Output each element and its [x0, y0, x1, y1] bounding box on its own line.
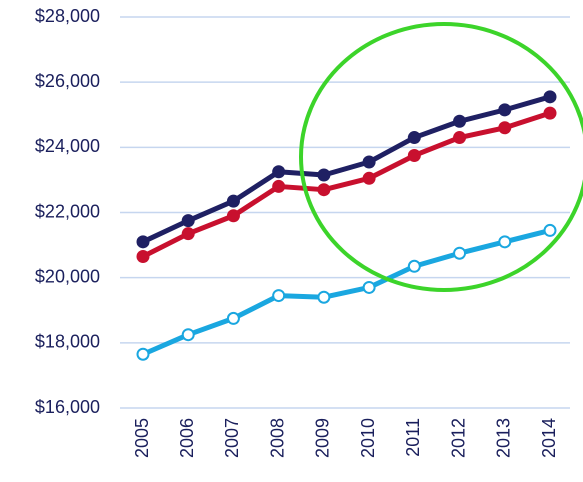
point [226, 194, 240, 208]
point [317, 290, 331, 304]
x-tick-label: 2014 [539, 418, 559, 458]
y-tick-label: $22,000 [35, 201, 100, 221]
point [453, 114, 467, 128]
point [407, 148, 421, 162]
highlight-ellipse [299, 22, 583, 292]
point [543, 90, 557, 104]
point [136, 235, 150, 249]
x-tick-label: 2007 [222, 418, 242, 458]
point [407, 259, 421, 273]
point [317, 168, 331, 182]
y-tick-label: $16,000 [35, 397, 100, 417]
point [498, 235, 512, 249]
series-line [141, 94, 551, 245]
lines [136, 90, 557, 361]
grid [120, 16, 570, 409]
point [543, 223, 557, 237]
y-tick-label: $20,000 [35, 266, 100, 286]
series-line [141, 110, 551, 259]
point [181, 328, 195, 342]
x-tick-label: 2005 [132, 418, 152, 458]
y-tick-label: $26,000 [35, 71, 100, 91]
x-tick-label: 2009 [313, 418, 333, 458]
y-tick-label: $24,000 [35, 136, 100, 156]
series-line [142, 227, 551, 357]
y-tick-label: $18,000 [35, 332, 100, 352]
point [272, 289, 286, 303]
point [136, 347, 150, 361]
x-tick-label: 2008 [267, 418, 287, 458]
x-tick-label: 2012 [448, 418, 468, 458]
x-tick-label: 2013 [494, 418, 514, 458]
point [181, 214, 195, 228]
point [362, 280, 376, 294]
y-tick-label: $28,000 [35, 6, 100, 26]
point [181, 227, 195, 241]
point [498, 121, 512, 135]
x-tick-label: 2011 [403, 418, 423, 457]
point [453, 246, 467, 260]
point [136, 249, 150, 263]
point [226, 311, 240, 325]
point [407, 131, 421, 145]
point [272, 179, 286, 193]
x-tick-label: 2010 [358, 418, 378, 458]
point [226, 209, 240, 223]
point [453, 131, 467, 145]
point [317, 183, 331, 197]
x-tick-label: 2006 [177, 418, 197, 458]
point [362, 155, 376, 169]
point [272, 165, 286, 179]
point [362, 171, 376, 185]
point [498, 103, 512, 117]
point [543, 106, 557, 120]
